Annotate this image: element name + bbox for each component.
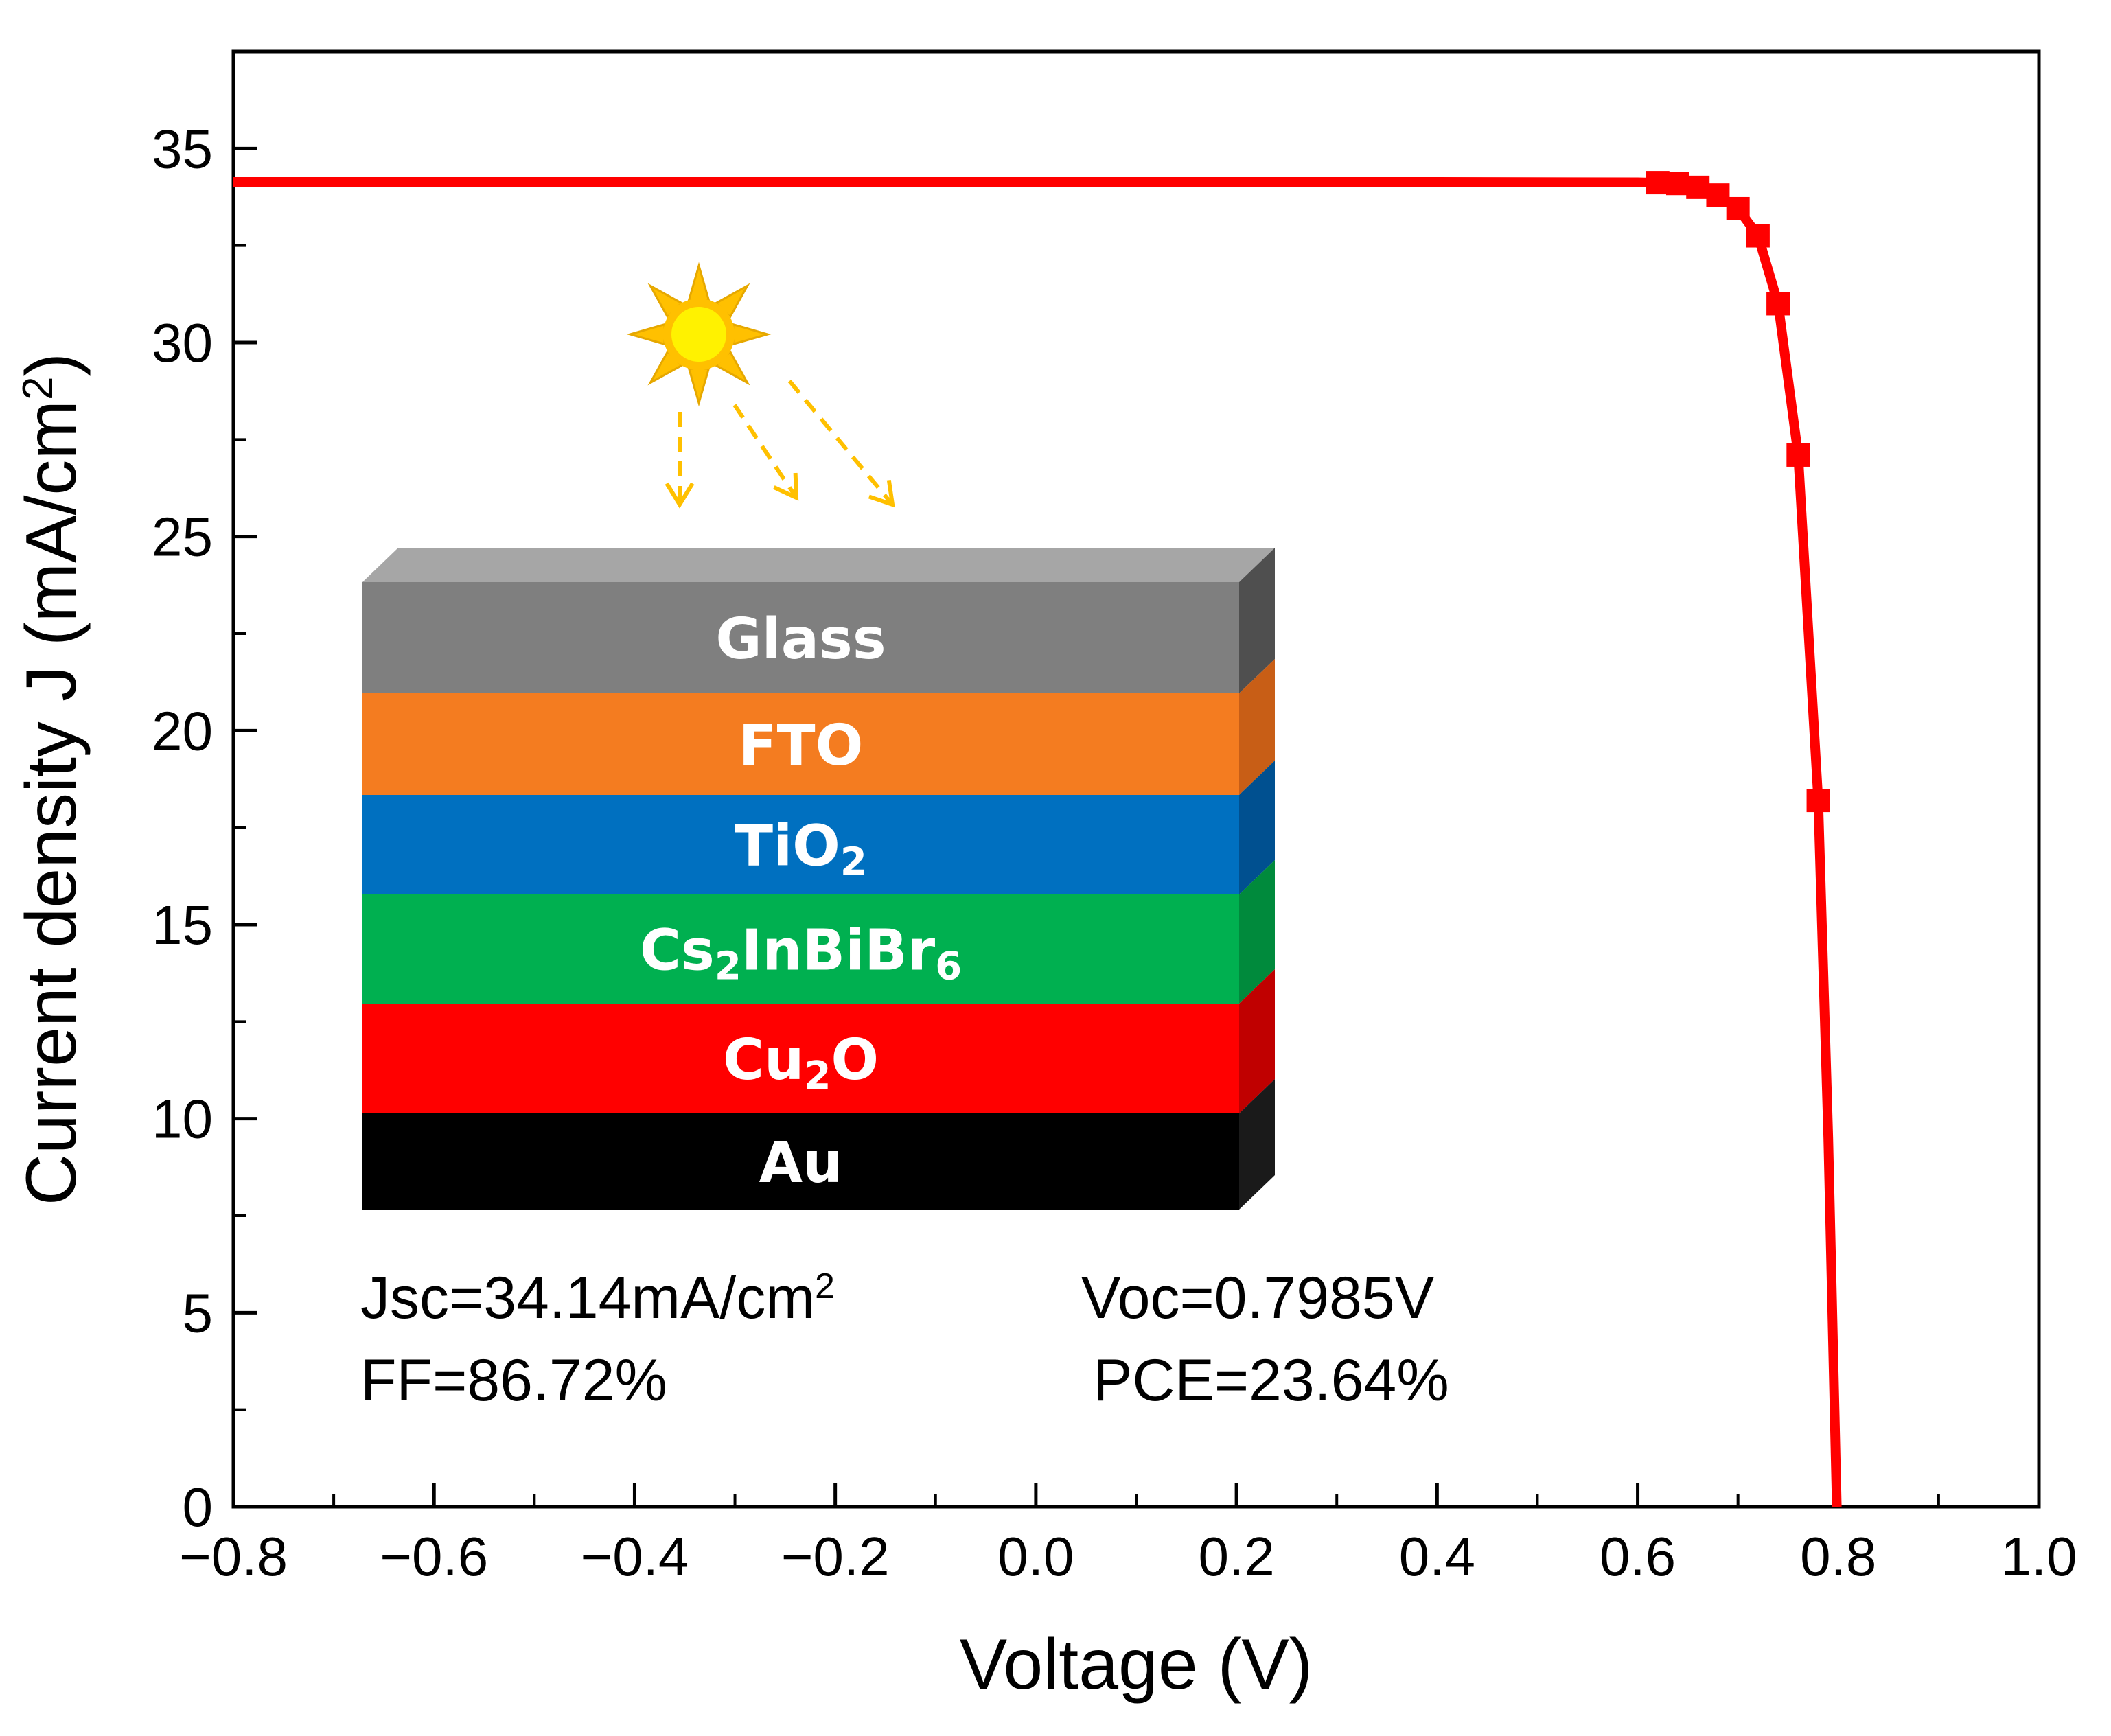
stack-layer-front [362,1113,1239,1210]
data-marker [1646,171,1670,195]
stack-layer-side [1239,969,1275,1113]
x-tick-label: −0.6 [380,1526,488,1587]
x-tick-label: 0.6 [1600,1526,1676,1587]
stack-layer-front [362,582,1239,693]
light-ray-arrowhead [868,479,895,508]
data-marker [1786,443,1810,467]
light-rays [665,380,895,509]
stack-layer-label: FTO [739,713,864,778]
data-marker [1686,175,1710,199]
x-tick-label: 0.0 [997,1526,1074,1587]
x-tick-label: −0.4 [580,1526,689,1587]
jv-curve-series [233,171,1842,1507]
y-tick-label: 25 [152,507,213,568]
light-ray [732,404,798,499]
jsc-annotation: Jsc=34.14mA/cm2 [360,1265,835,1331]
stack-layer-label: Cs2InBiBr6 [640,918,962,989]
data-marker [1806,789,1830,813]
x-tick-label: 0.8 [1800,1526,1876,1587]
data-marker [1706,183,1730,207]
data-marker [1666,172,1689,196]
stack-layer-label: Au [759,1131,843,1196]
stack-layer-side [1239,548,1275,693]
y-tick-label: 15 [152,894,213,956]
sun-icon [626,262,772,407]
y-tick-label: 5 [183,1282,214,1343]
ff-annotation: FF=86.72% [360,1347,667,1413]
sun-ray-spike [687,367,711,407]
x-axis: −0.8 −0.6 −0.4 −0.2 0.0 0.2 0.4 0.6 0.8 1.0 [179,1483,2077,1587]
x-tick-label: 0.2 [1199,1526,1275,1587]
x-tick-label: −0.8 [179,1526,288,1587]
stack-layer-front [362,795,1239,894]
stack-layer-side [1239,659,1275,795]
stack-layer-side [1239,860,1275,1004]
sun-ray-spike [687,262,711,301]
x-tick-label: 1.0 [2000,1526,2077,1587]
y-axis-title: Current density J (mA/cm2) [12,353,91,1205]
light-ray [787,380,895,506]
voc-annotation: Voc=0.7985V [1081,1265,1434,1331]
data-marker [1726,196,1750,220]
x-tick-label: −0.2 [781,1526,890,1587]
data-marker [1746,224,1770,248]
x-tick-label: 0.4 [1399,1526,1475,1587]
y-tick-label: 0 [183,1477,214,1538]
sun-ray-spike [732,323,772,346]
y-tick-label: 35 [152,118,213,179]
stack-layer-label: TiO2 [735,814,867,885]
light-ray-arrowhead [665,482,695,509]
stack-layer-label: Glass [715,607,886,672]
stack-layer-side [1239,761,1275,894]
stack-layer-label: Cu2O [723,1028,879,1098]
stack-top-face [362,548,1275,582]
sun-ray-spike [626,323,666,346]
y-tick-label: 10 [152,1089,213,1150]
stack-layer-side [1239,1079,1275,1210]
data-marker [1766,292,1790,316]
stack-layer-front [362,894,1239,1004]
y-tick-label: 20 [152,700,213,761]
stack-layer-front [362,693,1239,795]
pce-annotation: PCE=23.64% [1093,1347,1449,1413]
device-stack-illustration: Glass FTO TiO2 Cs2InBiBr6 Cu2O Au [362,548,1275,1210]
light-ray-arrowhead [773,472,799,501]
y-tick-label: 30 [152,312,213,373]
sun-disc [663,299,735,370]
y-axis: 0 5 10 15 20 25 30 35 [152,118,257,1538]
stack-layer-front [362,1004,1239,1113]
x-axis-title: Voltage (V) [960,1625,1313,1704]
